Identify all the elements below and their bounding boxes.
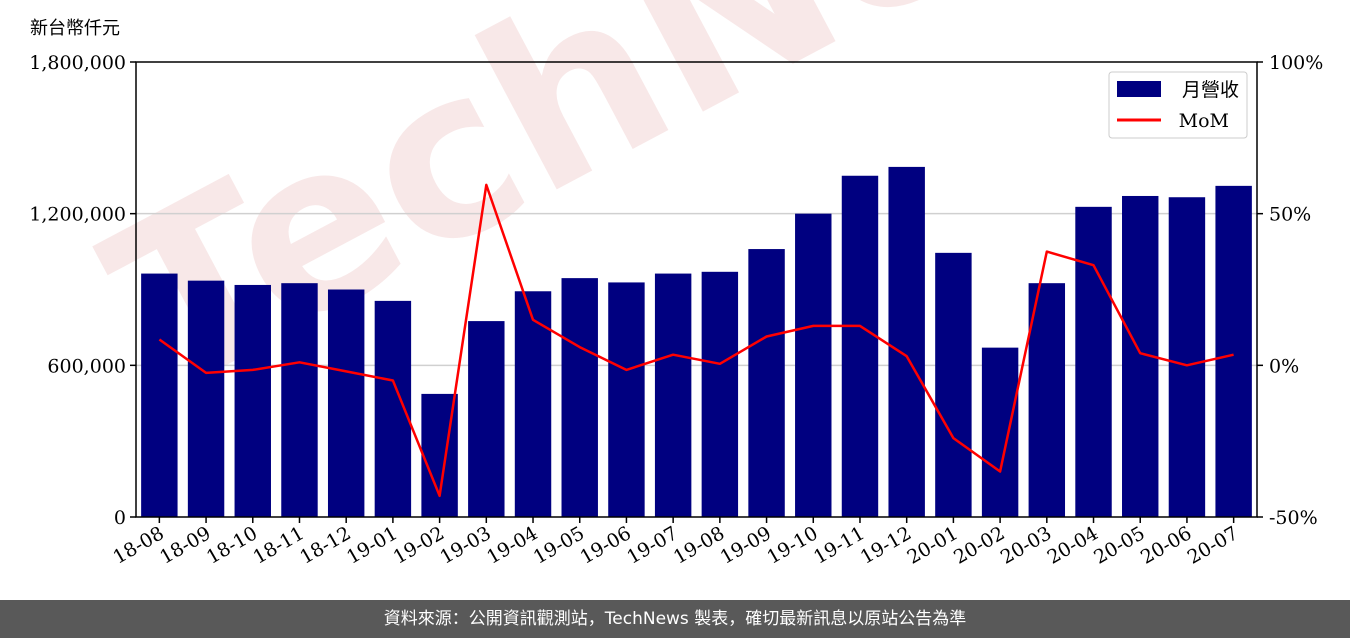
revenue-bar xyxy=(608,282,645,517)
revenue-bar xyxy=(514,291,552,517)
x-tick-label: 18-08 xyxy=(109,522,167,568)
x-tick-label: 19-05 xyxy=(530,522,588,568)
revenue-bar xyxy=(281,283,318,517)
y-left-tick-label: 1,200,000 xyxy=(29,204,126,226)
y-left-tick-label: 1,800,000 xyxy=(29,52,126,74)
y-right-tick-label: 100% xyxy=(1269,52,1323,74)
x-tick-label: 19-04 xyxy=(483,522,541,568)
y-left-tick-label: 600,000 xyxy=(47,355,126,377)
x-tick-label: 18-11 xyxy=(250,522,308,568)
y-right-tick-label: 0% xyxy=(1269,355,1299,377)
revenue-bar xyxy=(1028,283,1066,517)
revenue-bar xyxy=(1075,206,1112,517)
source-footer: 資料來源：公開資訊觀測站，TechNews 製表，確切最新訊息以原站公告為準 xyxy=(0,600,1350,638)
legend-label-mom: MoM xyxy=(1179,110,1229,132)
x-tick-label: 20-07 xyxy=(1184,522,1242,568)
revenue-bar xyxy=(748,249,785,518)
x-tick-label: 19-06 xyxy=(576,522,634,568)
revenue-bar xyxy=(841,175,879,517)
x-tick-label: 19-12 xyxy=(857,522,915,568)
x-tick-label: 19-08 xyxy=(670,522,728,568)
x-tick-label: 19-02 xyxy=(390,522,448,568)
revenue-bar xyxy=(888,166,925,517)
revenue-bar xyxy=(141,273,178,517)
plot-frame xyxy=(135,61,1258,518)
x-tick-label: 20-04 xyxy=(1044,522,1102,568)
revenue-chart: TechNews0600,0001,200,0001,800,000-50%0%… xyxy=(29,0,1326,569)
revenue-bar xyxy=(234,284,271,517)
x-tick-label: 18-12 xyxy=(296,522,354,568)
legend-label-revenue: 月營收 xyxy=(1182,79,1239,101)
x-tick-label: 19-11 xyxy=(810,522,868,568)
revenue-bar xyxy=(561,278,598,517)
y-axis-unit-label: 新台幣仟元 xyxy=(30,18,120,39)
revenue-bar xyxy=(468,321,505,517)
revenue-bar xyxy=(981,347,1019,517)
x-tick-label: 18-09 xyxy=(156,522,214,568)
x-tick-label: 20-02 xyxy=(950,522,1008,568)
x-tick-label: 20-05 xyxy=(1090,522,1148,568)
revenue-bar xyxy=(795,213,832,517)
revenue-bar xyxy=(327,289,365,517)
x-tick-label: 20-03 xyxy=(997,522,1055,568)
x-tick-label: 19-07 xyxy=(623,522,681,568)
x-tick-label: 19-10 xyxy=(763,522,821,568)
x-tick-label: 19-03 xyxy=(436,522,494,568)
mom-line xyxy=(158,183,1234,498)
revenue-bar xyxy=(1168,197,1206,517)
revenue-bar xyxy=(935,252,972,517)
y-right-tick-label: -50% xyxy=(1269,507,1318,529)
revenue-bar xyxy=(1215,185,1252,517)
y-right-tick-label: 50% xyxy=(1269,204,1311,226)
legend-bar-swatch xyxy=(1117,81,1161,97)
revenue-bar xyxy=(701,271,739,517)
x-tick-label: 18-10 xyxy=(203,522,261,568)
revenue-bar xyxy=(187,280,225,517)
x-tick-label: 20-06 xyxy=(1137,522,1195,568)
x-tick-label: 20-01 xyxy=(903,522,961,568)
revenue-bar xyxy=(654,273,692,517)
y-left-tick-label: 0 xyxy=(114,507,126,529)
x-tick-label: 19-09 xyxy=(717,522,775,568)
x-tick-label: 19-01 xyxy=(343,522,401,568)
